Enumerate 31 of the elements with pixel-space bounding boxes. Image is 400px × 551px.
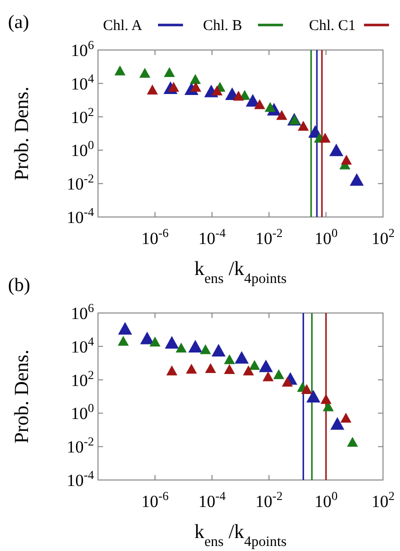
y-tick-label: 10$^{-2}$ <box>66 434 94 457</box>
chart-title: (b) <box>8 275 30 296</box>
y-tick-label: 10$^{0}$ <box>70 401 94 424</box>
y-tick-label: 10$^{-2}$ <box>66 172 94 194</box>
y-tick-label: 10$^{4}$ <box>70 71 94 94</box>
x-tick-label: 10$^{-2}$ <box>255 489 283 511</box>
y-tick-label: 10$^{6}$ <box>70 38 94 60</box>
y-tick-label: 10$^{6}$ <box>70 301 94 323</box>
y-tick-label: 10$^{4}$ <box>70 334 94 356</box>
x-tick-label: 10$^{0}$ <box>314 226 338 248</box>
y-axis-title: Prob. Dens. <box>11 86 33 180</box>
legend-label: Chl. A <box>103 18 142 34</box>
x-tick-label: 10$^{-6}$ <box>141 226 169 248</box>
y-tick-label: 10$^{2}$ <box>70 368 94 390</box>
legend-label: Chl. C1 <box>309 18 356 34</box>
x-tick-label: 10$^{2}$ <box>371 226 395 248</box>
chart-title: (a) <box>8 12 30 33</box>
x-axis-title: k$_{ens}$/k$_{4points}$ <box>194 258 287 287</box>
x-tick-label: 10$^{-2}$ <box>255 226 283 248</box>
x-tick-label: 10$^{-4}$ <box>198 489 226 511</box>
x-tick-label: 10$^{2}$ <box>371 489 395 511</box>
x-axis-title: k$_{ens}$/k$_{4points}$ <box>194 521 287 550</box>
y-tick-label: 10$^{0}$ <box>70 138 94 160</box>
x-tick-label: 10$^{0}$ <box>314 489 338 511</box>
x-tick-label: 10$^{-6}$ <box>141 489 169 511</box>
x-tick-label: 10$^{-4}$ <box>198 226 226 248</box>
y-tick-label: 10$^{2}$ <box>70 104 94 127</box>
y-tick-label: 10$^{-4}$ <box>66 468 94 490</box>
legend-label: Chl. B <box>203 18 242 34</box>
y-axis-title: Prob. Dens. <box>11 350 33 444</box>
y-tick-label: 10$^{-4}$ <box>66 205 94 227</box>
